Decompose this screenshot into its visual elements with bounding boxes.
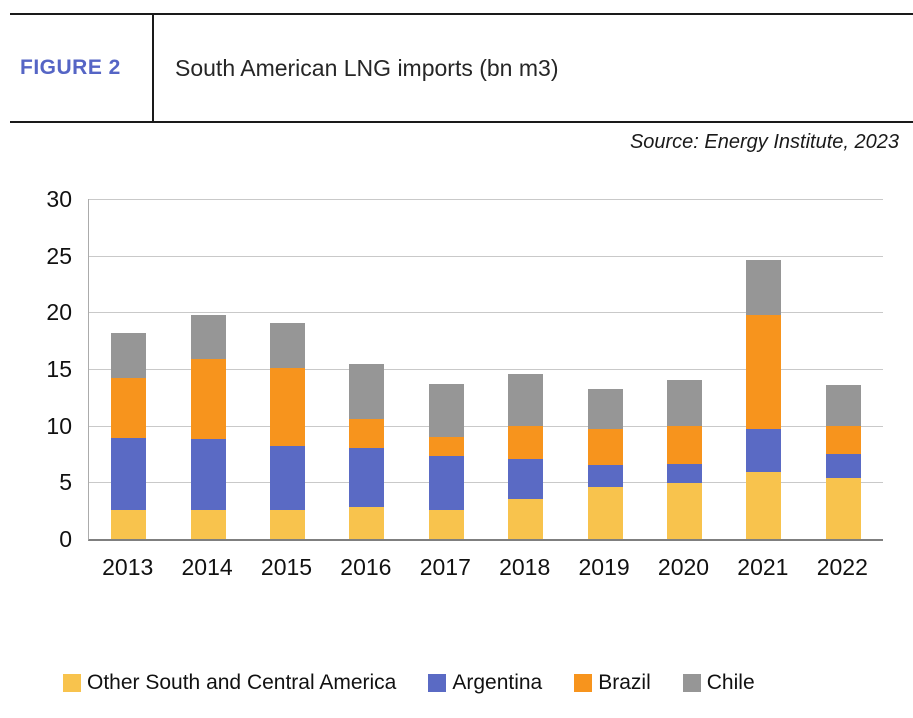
y-tick-15: 15 [46, 356, 72, 382]
bar-segment-2022-brazil [825, 425, 861, 454]
legend-item-other-south-and-central-america: Other South and Central America [63, 671, 396, 695]
bar-segment-2021-chile [746, 260, 782, 315]
bar-segment-2016-other-south-and-central-america [349, 507, 385, 539]
bar-2015 [270, 199, 305, 539]
gridline-25 [89, 255, 883, 257]
bar-segment-2016-brazil [349, 418, 385, 449]
header-bottom-rule [10, 121, 913, 123]
x-axis-labels: 2013 2014 2015 2016 2017 2018 2019 2020 2021 2022 [88, 554, 883, 582]
gridline-5 [89, 482, 883, 484]
bar-segment-2014-other-south-and-central-america [190, 509, 226, 539]
gridline-15 [89, 369, 883, 370]
bar-segment-2014-brazil [190, 358, 226, 440]
figure-title: South American LNG imports (bn m3) [175, 54, 559, 81]
legend-item-argentina: Argentina [428, 671, 542, 695]
y-tick-10: 10 [46, 412, 72, 439]
bar-2022 [825, 199, 861, 539]
y-tick-5: 5 [59, 469, 72, 496]
bar-segment-2022-argentina [825, 454, 861, 478]
bar-segment-2018-chile [508, 373, 544, 426]
y-axis-labels: 0 5 10 15 20 25 30 [0, 186, 72, 552]
bar-segment-2018-argentina [508, 458, 544, 500]
bar-segment-2016-chile [349, 364, 385, 419]
legend-swatch-brazil [574, 674, 593, 692]
figure-label: FIGURE 2 [20, 56, 121, 79]
legend-label-brazil: Brazil [598, 671, 651, 694]
x-tick-2018: 2018 [499, 554, 551, 580]
legend-swatch-other-south-and-central-america [63, 674, 81, 692]
bar-segment-2019-chile [587, 389, 623, 430]
bar-2019 [587, 199, 623, 539]
bar-2020 [667, 199, 702, 539]
bar-segment-2014-chile [190, 314, 226, 359]
bar-segment-2015-chile [270, 322, 305, 368]
bar-segment-2015-other-south-and-central-america [270, 509, 305, 539]
bar-segment-2021-argentina [746, 429, 782, 473]
gridline-20 [89, 312, 883, 314]
legend-item-brazil: Brazil [574, 671, 651, 695]
bar-segment-2019-argentina [587, 465, 623, 487]
bar-segment-2021-brazil [746, 314, 782, 430]
bar-segment-2017-chile [428, 383, 464, 437]
bar-segment-2013-argentina [111, 438, 147, 510]
gridline-30 [89, 199, 883, 200]
header-divider [152, 15, 154, 121]
legend-swatch-chile [682, 674, 701, 692]
bar-segment-2021-other-south-and-central-america [746, 472, 782, 539]
source-note: Source: Energy Institute, 2023 [629, 131, 899, 153]
legend-label-argentina: Argentina [452, 671, 543, 694]
bar-2016 [349, 199, 385, 539]
bar-segment-2018-other-south-and-central-america [508, 499, 544, 539]
bar-segment-2015-brazil [270, 367, 305, 447]
header-top-rule [10, 13, 913, 15]
bar-segment-2018-brazil [508, 425, 544, 459]
x-tick-2016: 2016 [340, 554, 392, 580]
y-tick-0: 0 [59, 526, 72, 552]
bar-segment-2015-argentina [270, 446, 305, 510]
bar-segment-2019-other-south-and-central-america [587, 486, 623, 539]
plot-area [88, 199, 883, 541]
x-tick-2015: 2015 [260, 554, 313, 580]
legend-label-other-south-and-central-america: Other South and Central America [87, 671, 397, 694]
legend-label-chile: Chile [706, 671, 755, 694]
gridline-10 [89, 425, 883, 427]
bar-segment-2013-chile [111, 332, 147, 379]
x-tick-2022: 2022 [816, 554, 868, 580]
y-tick-30: 30 [46, 186, 72, 212]
bar-segment-2020-argentina [667, 464, 702, 484]
bar-2018 [508, 199, 544, 539]
y-tick-25: 25 [46, 242, 72, 269]
bar-segment-2013-brazil [111, 378, 147, 439]
bar-segment-2022-other-south-and-central-america [825, 477, 861, 539]
bar-segment-2013-other-south-and-central-america [111, 509, 147, 539]
legend-swatch-argentina [428, 674, 447, 692]
bar-segment-2020-other-south-and-central-america [667, 483, 702, 539]
x-tick-2019: 2019 [578, 554, 630, 580]
x-tick-2020: 2020 [657, 554, 710, 580]
bar-2021 [746, 199, 782, 539]
bar-segment-2017-other-south-and-central-america [428, 509, 464, 539]
x-tick-2013: 2013 [102, 554, 154, 580]
bar-segment-2022-chile [825, 384, 861, 426]
legend: Other South and Central America Argentina… [63, 671, 755, 695]
bar-2017 [428, 199, 464, 539]
bar-segment-2020-chile [667, 380, 702, 426]
bar-segment-2020-brazil [667, 425, 702, 465]
legend-item-chile: Chile [682, 671, 755, 695]
x-tick-2017: 2017 [419, 554, 471, 580]
bar-segment-2017-argentina [428, 456, 464, 510]
bar-segment-2017-brazil [428, 437, 464, 457]
bar-segment-2016-argentina [349, 448, 385, 508]
bar-2013 [111, 199, 147, 539]
bar-segment-2019-brazil [587, 429, 623, 466]
x-tick-2014: 2014 [181, 554, 233, 580]
bar-segment-2014-argentina [190, 439, 226, 510]
bar-2014 [190, 199, 226, 539]
x-tick-2021: 2021 [737, 554, 789, 580]
y-tick-20: 20 [46, 299, 72, 326]
